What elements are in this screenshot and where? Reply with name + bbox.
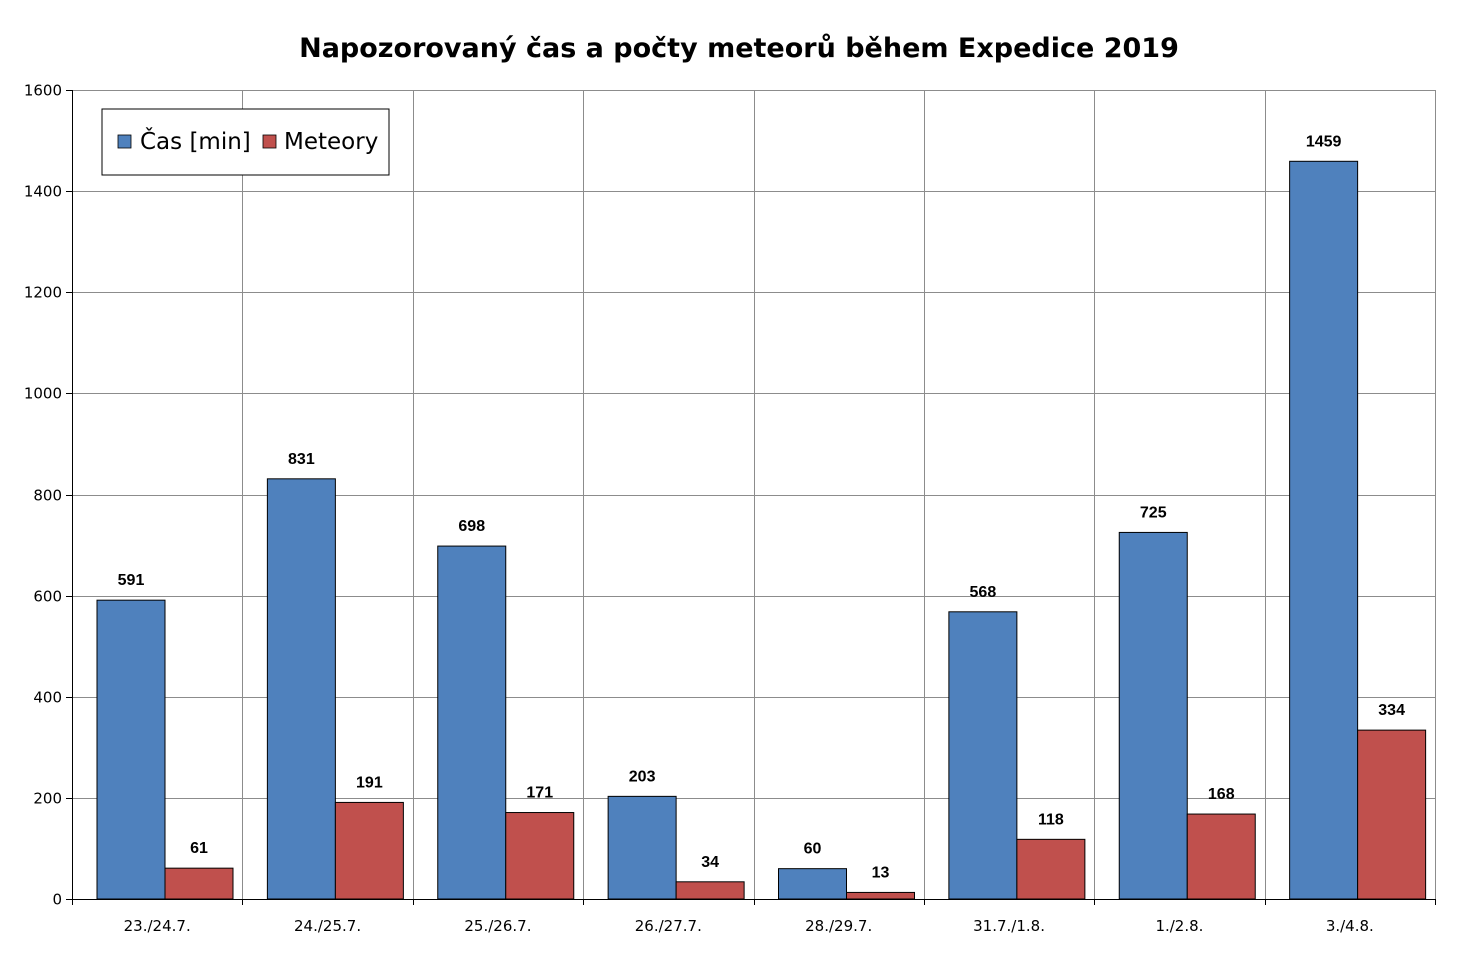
bars: [96, 160, 1427, 900]
legend-swatch-cas: [117, 134, 132, 149]
x-tick-label: 25./26.7.: [464, 917, 531, 935]
x-tick-label: 31.7./1.8.: [973, 917, 1045, 935]
axes: 0 200 400 600 800 1000 1200 1400 1600 23./24.7. 24…: [24, 82, 1436, 935]
bar-cas: [778, 868, 847, 900]
y-tick-label: 1000: [24, 385, 62, 403]
legend-swatch-meteory: [262, 134, 277, 149]
bar-meteory: [675, 881, 745, 900]
bar-meteory: [334, 801, 404, 900]
x-tick-label: 3./4.8.: [1326, 917, 1374, 935]
bar-cas: [437, 545, 507, 900]
data-label: 168: [1208, 786, 1235, 803]
legend: Čas [min] Meteory: [101, 108, 390, 176]
y-tick-label: 1200: [24, 284, 62, 302]
grid-lines: [72, 90, 1436, 900]
data-label: 34: [701, 854, 719, 871]
data-label: 831: [288, 451, 315, 468]
y-tick-label: 200: [33, 790, 62, 808]
legend-box: [101, 108, 390, 176]
bar-meteory: [846, 891, 915, 900]
bar-cas: [96, 599, 166, 900]
data-label: 591: [118, 572, 145, 589]
legend-label-meteory: Meteory: [284, 129, 378, 155]
data-label: 203: [629, 768, 656, 785]
x-tick-label: 24./25.7.: [294, 917, 361, 935]
y-tick-label: 0: [52, 891, 62, 909]
data-label: 334: [1378, 702, 1405, 719]
y-tick-label: 600: [33, 588, 62, 606]
bar-meteory: [1186, 813, 1256, 900]
data-label: 568: [970, 584, 997, 601]
bar-cas: [948, 611, 1018, 900]
data-label: 1459: [1306, 133, 1342, 150]
x-tick-label: 23./24.7.: [124, 917, 191, 935]
bar-meteory: [1357, 729, 1427, 900]
y-tick-label: 800: [33, 487, 62, 505]
bar-cas: [1289, 160, 1359, 900]
y-tick-label: 400: [33, 689, 62, 707]
y-tick-label: 1600: [24, 82, 62, 100]
chart-title: Napozorovaný čas a počty meteorů během E…: [299, 33, 1179, 64]
bar-cas: [1118, 531, 1188, 900]
bar-meteory: [1016, 838, 1086, 900]
x-tick-label: 28./29.7.: [805, 917, 872, 935]
data-label: 171: [526, 785, 553, 802]
y-tick-label: 1400: [24, 183, 62, 201]
data-label: 13: [872, 864, 890, 881]
bar-meteory: [505, 812, 575, 900]
data-label: 191: [356, 774, 383, 791]
data-label: 118: [1038, 811, 1064, 828]
bar-meteory: [164, 867, 234, 900]
x-tick-label: 1./2.8.: [1155, 917, 1203, 935]
data-label: 725: [1140, 504, 1167, 521]
data-label: 60: [804, 841, 822, 858]
data-labels: 591 831 698 203 60 568 725 1459 61 191 171 34 13 118 1…: [118, 133, 1405, 881]
bar-cas: [266, 478, 336, 900]
data-label: 61: [190, 840, 208, 857]
data-label: 698: [458, 518, 485, 535]
x-tick-label: 26./27.7.: [635, 917, 702, 935]
bar-cas: [607, 795, 677, 900]
legend-label-cas: Čas [min]: [140, 127, 251, 155]
